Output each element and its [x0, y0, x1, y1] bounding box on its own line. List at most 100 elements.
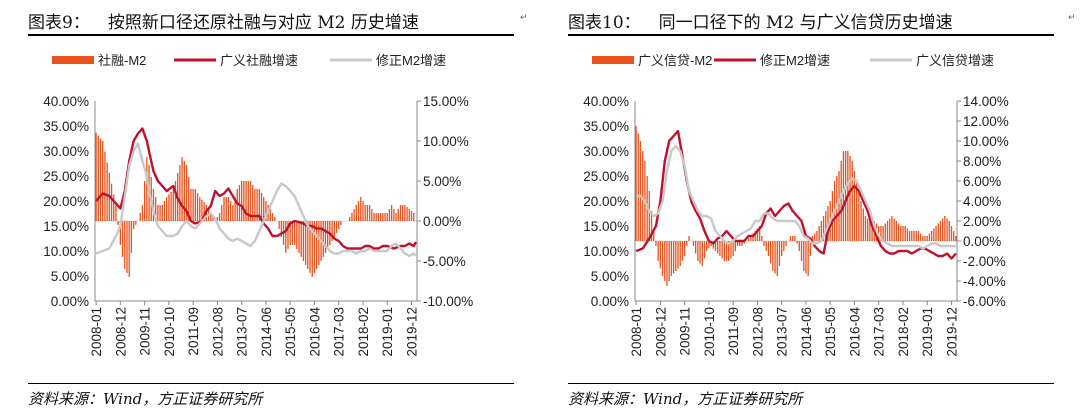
return-mark: ↵	[1068, 13, 1076, 23]
title-rule	[28, 34, 514, 36]
bar	[366, 205, 369, 221]
title-text: 同一口径下的 M2 与广义信贷历史增速	[658, 13, 953, 33]
bar	[327, 221, 329, 249]
bar	[796, 241, 798, 244]
bar	[880, 226, 882, 241]
bar	[842, 151, 845, 241]
bar	[223, 197, 225, 221]
bar	[413, 213, 415, 221]
y-right-tick-label: 8.00%	[963, 154, 1001, 169]
x-tick-label: 2016-04	[847, 307, 862, 357]
bar	[869, 221, 871, 241]
bar	[816, 231, 818, 241]
bar	[280, 221, 283, 237]
bar	[168, 194, 170, 221]
bar	[913, 231, 915, 241]
bar	[642, 151, 644, 241]
bar	[889, 218, 891, 241]
y-left-tick-label: 15.00%	[583, 219, 629, 234]
bar	[767, 241, 770, 256]
x-tick-label: 2011-09	[726, 307, 741, 356]
x-tick-label: 2008-12	[653, 307, 668, 357]
bar	[761, 236, 763, 241]
legend-swatch-bar	[592, 56, 634, 64]
x-tick-label: 2019-12	[404, 307, 419, 357]
bar	[373, 213, 375, 221]
bar	[769, 241, 772, 264]
source-note: 资料来源：Wind，方正证券研究所	[28, 390, 263, 408]
bar	[840, 161, 842, 241]
y-left-tick-label: 5.00%	[51, 269, 89, 284]
bar	[820, 221, 823, 241]
x-tick-label: 2014-06	[259, 307, 274, 357]
bar	[736, 241, 739, 246]
bar	[670, 241, 673, 276]
bar	[386, 213, 388, 221]
bar	[119, 221, 122, 245]
x-tick-label: 2019-01	[380, 307, 395, 357]
bar	[335, 221, 338, 233]
chart-title: 图表9： 按照新口径还原社融与对应 M2 历史增速	[28, 8, 419, 33]
y-left-tick-label: 35.00%	[43, 119, 89, 134]
bar	[225, 197, 227, 221]
bar	[300, 221, 302, 257]
bar	[825, 211, 827, 241]
chart-panel-10: 图表10： 同一口径下的 M2 与广义信贷历史增速 ↵ 广义信贷-M2 修正M2增速…	[540, 0, 1080, 415]
bar	[734, 241, 737, 251]
bar	[679, 241, 681, 266]
bar	[668, 241, 670, 281]
bar	[121, 221, 124, 257]
bar	[730, 241, 732, 259]
chart-panel-9: 图表9： 按照新口径还原社融与对应 M2 历史增速 ↵ 社融-M2 广义社融增速 修正…	[28, 8, 528, 408]
bar	[906, 228, 909, 241]
x-tick-label: 2010-10	[702, 307, 717, 357]
bar	[212, 217, 214, 221]
y-left-tick-label: 25.00%	[43, 169, 89, 184]
bar	[203, 202, 205, 221]
y-right-tick-label: 12.00%	[963, 114, 1009, 129]
bar	[216, 217, 219, 221]
bar	[935, 226, 937, 241]
bar	[672, 241, 675, 274]
bar	[99, 138, 102, 221]
bar	[719, 241, 721, 256]
y-right-tick-label: 15.00%	[423, 94, 469, 109]
bar	[360, 197, 362, 221]
bar	[318, 221, 320, 265]
series-line	[95, 142, 417, 258]
y-left-tick-label: 25.00%	[583, 169, 629, 184]
bar	[265, 201, 267, 221]
bar	[221, 205, 223, 221]
bar	[743, 241, 745, 244]
bar	[102, 141, 104, 221]
bar	[809, 241, 811, 256]
bar	[218, 213, 221, 221]
bar	[926, 236, 928, 241]
bar	[950, 226, 953, 241]
bar	[803, 241, 805, 271]
legend-label: 广义信贷增速	[916, 53, 994, 68]
y-right-tick-label: 0.00%	[963, 234, 1001, 249]
bar	[838, 171, 840, 241]
bar	[683, 241, 686, 256]
y-right-tick-label: -5.00%	[423, 254, 466, 269]
bar	[864, 216, 867, 241]
x-tick-label: 2008-12	[113, 307, 128, 357]
bar	[130, 221, 133, 253]
bar	[296, 221, 298, 249]
bar	[807, 241, 809, 276]
title-label: 图表9：	[28, 13, 90, 33]
bar	[349, 217, 351, 221]
bar	[750, 236, 752, 241]
bar	[362, 201, 364, 221]
bar	[886, 221, 889, 241]
bar	[688, 236, 690, 241]
bar	[404, 205, 406, 221]
bar	[293, 221, 296, 245]
x-tick-label: 2013-07	[235, 307, 250, 357]
y-right-tick-label: -10.00%	[423, 294, 473, 309]
bar	[639, 141, 642, 241]
bar	[785, 241, 787, 246]
bar	[390, 205, 393, 221]
bar	[139, 213, 141, 221]
